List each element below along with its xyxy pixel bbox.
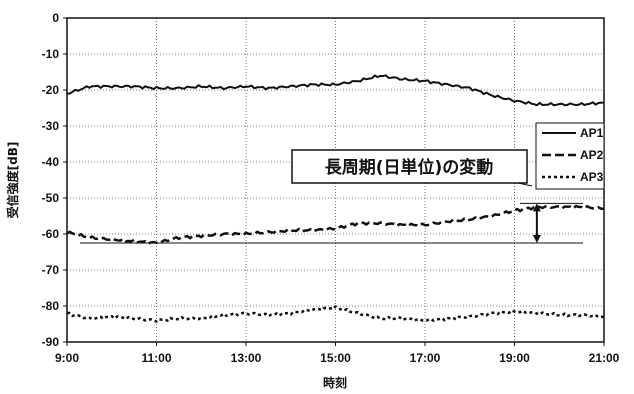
x-tick-label: 19:00 bbox=[499, 351, 530, 365]
y-tick-label: -10 bbox=[42, 47, 60, 61]
annotation-arrow-head-up bbox=[532, 203, 541, 212]
y-tick-label: -50 bbox=[42, 191, 60, 205]
y-tick-label: -70 bbox=[42, 263, 60, 277]
x-tick-label: 13:00 bbox=[231, 351, 262, 365]
series-lines bbox=[66, 74, 605, 323]
series-line-ap1 bbox=[66, 74, 604, 107]
y-tick-label: -40 bbox=[42, 155, 60, 169]
annotation-arrow-head-down bbox=[532, 235, 541, 243]
y-tick-label: -90 bbox=[42, 335, 60, 349]
x-tick-label: 17:00 bbox=[410, 351, 441, 365]
y-axis-title: 受信強度[dB] bbox=[5, 142, 20, 219]
y-tick-label: 0 bbox=[52, 11, 59, 25]
annotation-leader bbox=[517, 182, 533, 187]
annotation-text: 長周期(日単位)の変動 bbox=[325, 157, 494, 178]
legend: AP1 AP2 AP3 bbox=[535, 122, 605, 190]
x-axis-ticks: 9:00 11:00 13:00 15:00 17:00 19:00 21:00 bbox=[55, 342, 620, 365]
annotation-box bbox=[291, 149, 528, 184]
y-tick-label: -60 bbox=[42, 227, 60, 241]
series-line-ap2 bbox=[66, 204, 605, 245]
legend-label-ap2: AP2 bbox=[580, 148, 604, 162]
x-axis-title: 時刻 bbox=[323, 375, 347, 390]
x-tick-label: 21:00 bbox=[589, 351, 620, 365]
series-line-ap3 bbox=[67, 305, 605, 323]
y-axis-ticks: 0 -10 -20 -30 -40 -50 -60 -70 -80 -90 bbox=[42, 11, 67, 349]
x-tick-label: 9:00 bbox=[55, 351, 79, 365]
reference-lines bbox=[80, 202, 583, 244]
x-tick-label: 11:00 bbox=[141, 351, 171, 365]
y-tick-label: -30 bbox=[42, 119, 60, 133]
y-tick-label: -20 bbox=[42, 83, 60, 97]
annotation: 長周期(日単位)の変動 bbox=[291, 149, 541, 243]
y-tick-label: -80 bbox=[42, 299, 60, 313]
legend-label-ap1: AP1 bbox=[580, 126, 604, 140]
x-tick-label: 15:00 bbox=[320, 351, 351, 365]
legend-label-ap3: AP3 bbox=[580, 170, 604, 184]
